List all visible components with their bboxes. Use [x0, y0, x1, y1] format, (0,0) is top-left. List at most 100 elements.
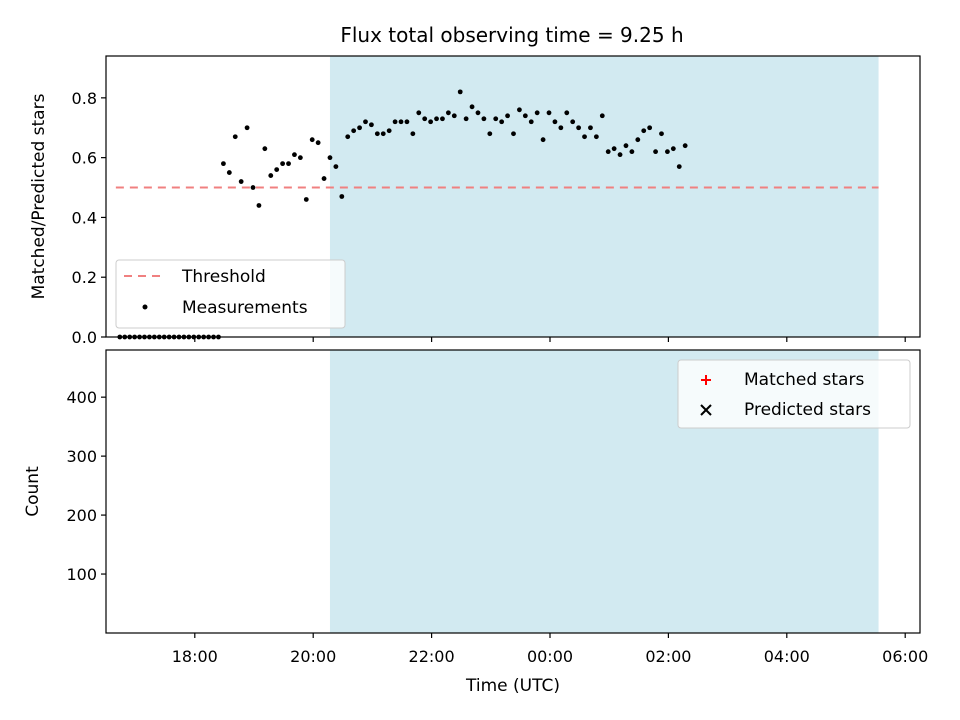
y-tick-label: 200: [66, 506, 97, 525]
legend-predicted-stars: Predicted stars: [744, 400, 871, 420]
bottom-y-axis-label: Count: [23, 466, 43, 517]
bottom-plot-frame: [105, 349, 921, 634]
measurement-point: [434, 116, 439, 122]
measurement-point: [256, 203, 262, 208]
measurement-point: [588, 125, 593, 131]
measurement-point: [534, 110, 540, 116]
x-axis: 18:00 20:00 22:00 00:00 02:00 04:00 06:00: [172, 337, 928, 666]
measurement-point: [268, 173, 274, 178]
y-tick-label: 0.4: [72, 208, 97, 227]
measurement-point: [517, 107, 522, 113]
measurement-point: [292, 152, 297, 158]
measurement-point: [345, 134, 351, 140]
measurement-point: [357, 125, 362, 131]
measurement-point: [398, 119, 404, 125]
y-tick-label: 400: [66, 388, 97, 407]
measurement-point: [280, 161, 286, 167]
measurement-point: [546, 110, 552, 116]
measurement-point: [682, 143, 688, 149]
top-observing-window: [329, 56, 879, 337]
measurement-point: [244, 125, 250, 131]
x-tick-label: 20:00: [290, 647, 336, 666]
measurement-point: [623, 143, 629, 149]
chart-title: Flux total observing time = 9.25 h: [340, 23, 683, 47]
measurement-point: [445, 110, 451, 116]
legend-x-marker: [700, 404, 712, 416]
measurement-point: [374, 131, 380, 137]
measurement-point: [404, 119, 410, 125]
measurement-point: [386, 128, 392, 134]
measurement-point: [665, 149, 670, 155]
measurement-point: [676, 164, 682, 170]
bottom-y-ticks: 100 200 300 400: [66, 388, 106, 584]
y-tick-label: 0.8: [72, 89, 97, 108]
measurement-point: [552, 119, 558, 125]
measurement-point: [369, 122, 374, 128]
top-panel: 0.00.20.40.60.8 Matched/Predicted stars …: [29, 55, 921, 347]
measurement-point: [582, 134, 587, 140]
measurement-point: [315, 140, 321, 146]
measurement-point: [451, 113, 457, 119]
measurement-point: [659, 131, 664, 137]
top-legend: Threshold Measurements: [115, 259, 346, 329]
measurement-point: [457, 89, 463, 95]
measurement-point: [564, 110, 570, 116]
measurement-point: [309, 137, 315, 143]
measurement-point: [339, 194, 345, 199]
measurement-point: [481, 116, 487, 122]
measurement-point: [647, 125, 653, 131]
measurement-point: [262, 146, 268, 152]
measurement-point: [499, 119, 505, 125]
measurement-point: [221, 161, 226, 167]
measurement-point: [653, 149, 658, 155]
bottom-panel: 100 200 300 400 Count Matched stars Predict…: [23, 349, 921, 634]
bottom-legend: Matched stars Predicted stars: [677, 359, 911, 429]
measurement-point: [475, 110, 481, 116]
measurement-point: [593, 134, 599, 140]
measurement-point: [611, 146, 617, 152]
measurement-point: [511, 131, 516, 137]
measurement-point: [226, 170, 232, 175]
measurement-point: [363, 119, 368, 125]
measurement-point: [274, 167, 280, 172]
measurement-point: [422, 116, 428, 122]
measurement-point: [440, 116, 445, 122]
measurement-point: [463, 116, 469, 122]
x-tick-label: 00:00: [527, 647, 573, 666]
measurement-point: [629, 149, 635, 155]
x-tick-label: 02:00: [645, 647, 691, 666]
legend-matched-stars: Matched stars: [744, 370, 864, 390]
measurement-point: [333, 164, 339, 170]
measurement-point: [410, 131, 416, 137]
measurement-point: [380, 131, 386, 137]
measurement-point: [286, 161, 291, 167]
measurement-point: [250, 185, 256, 190]
y-tick-label: 0.0: [72, 328, 97, 347]
measurement-point: [617, 152, 623, 158]
measurement-point: [493, 116, 499, 122]
measurement-point: [641, 128, 647, 134]
legend-measurements: Measurements: [182, 298, 308, 318]
y-tick-label: 100: [66, 565, 97, 584]
measurement-point: [505, 113, 510, 119]
legend-threshold: Threshold: [181, 267, 266, 287]
measurement-point: [303, 197, 309, 202]
measurement-point: [540, 137, 546, 143]
measurement-point: [487, 131, 493, 137]
measurement-point: [576, 125, 582, 131]
measurement-point: [232, 134, 238, 140]
measurement-point: [558, 125, 564, 131]
top-y-axis-label: Matched/Predicted stars: [29, 93, 49, 299]
y-tick-label: 0.6: [72, 149, 97, 168]
legend-plus-marker: [701, 375, 711, 385]
measurement-point: [635, 137, 641, 143]
measurement-point: [392, 119, 398, 125]
measurement-point: [351, 128, 357, 134]
top-y-ticks: 0.0 0.2 0.4 0.6 0.8: [72, 89, 106, 347]
measurement-point: [670, 146, 676, 152]
measurement-point: [599, 113, 605, 119]
measurement-point: [428, 119, 434, 125]
measurement-point: [605, 149, 611, 155]
y-tick-label: 300: [66, 447, 97, 466]
measurement-point: [570, 119, 576, 125]
